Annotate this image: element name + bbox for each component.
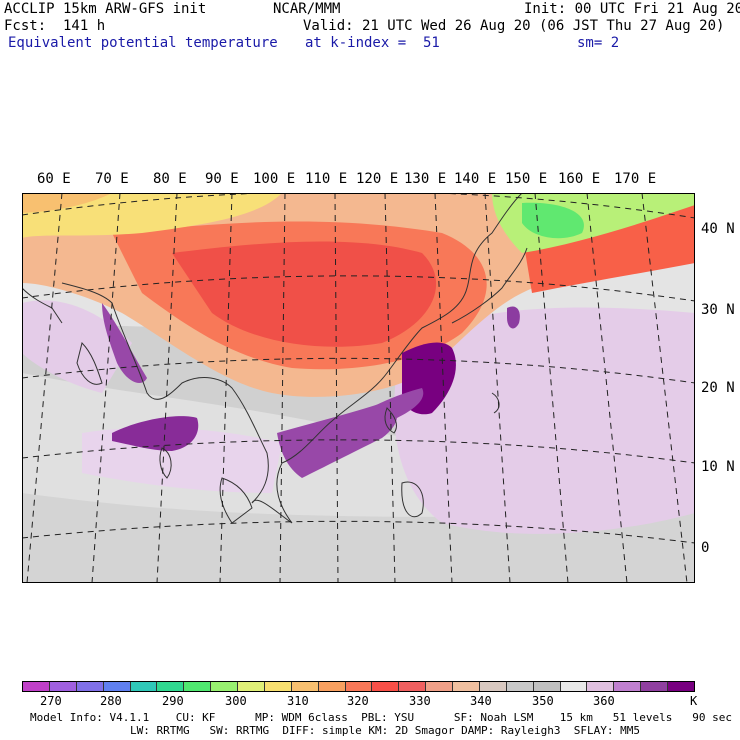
model-title: ACCLIP 15km ARW-GFS init bbox=[4, 1, 207, 17]
lon-label: 90 E bbox=[205, 171, 239, 187]
graticule bbox=[22, 193, 695, 583]
lon-label: 60 E bbox=[37, 171, 71, 187]
colorbar-label: 320 bbox=[347, 694, 369, 708]
colorbar-label: 310 bbox=[287, 694, 309, 708]
level-label: at k-index = 51 bbox=[305, 35, 440, 51]
init-time: Init: 00 UTC Fri 21 Aug 20 bbox=[524, 1, 740, 17]
colorbar-swatch bbox=[560, 682, 588, 691]
map-frame bbox=[22, 193, 695, 583]
lon-label: 160 E bbox=[558, 171, 601, 187]
colorbar-swatch bbox=[103, 682, 131, 691]
colorbar-label: 290 bbox=[162, 694, 184, 708]
field-name: Equivalent potential temperature bbox=[8, 35, 278, 51]
lon-label: 100 E bbox=[253, 171, 296, 187]
colorbar-swatch bbox=[76, 682, 104, 691]
colorbar-label: 350 bbox=[532, 694, 554, 708]
colorbar bbox=[22, 681, 695, 692]
colorbar-swatch bbox=[453, 682, 480, 691]
colorbar-swatch bbox=[264, 682, 292, 691]
yellow-region bbox=[22, 193, 282, 238]
lon-label: 70 E bbox=[95, 171, 129, 187]
model-info-line1: Model Info: V4.1.1 CU: KF MP: WDM 6class… bbox=[30, 711, 732, 724]
colorbar-swatch bbox=[345, 682, 373, 691]
colorbar-swatch bbox=[130, 682, 158, 691]
colorbar-label: 330 bbox=[409, 694, 431, 708]
colorbar-swatch bbox=[211, 682, 238, 691]
colorbar-swatch bbox=[372, 682, 400, 691]
colorbar-swatch bbox=[506, 682, 534, 691]
lon-label: 170 E bbox=[614, 171, 657, 187]
lat-label: 0 bbox=[701, 540, 710, 556]
colorbar-swatch bbox=[238, 682, 265, 691]
colorbar-label: 280 bbox=[100, 694, 122, 708]
colorbar-swatch bbox=[291, 682, 319, 691]
coastlines bbox=[22, 193, 528, 524]
colorbar-swatch bbox=[399, 682, 427, 691]
colorbar-swatch bbox=[49, 682, 77, 691]
colorbar-swatch bbox=[184, 682, 212, 691]
colorbar-label: 300 bbox=[225, 694, 247, 708]
lon-label: 130 E bbox=[404, 171, 447, 187]
forecast-hour: Fcst: 141 h bbox=[4, 18, 106, 34]
smoothing-label: sm= 2 bbox=[577, 35, 620, 51]
lon-label: 140 E bbox=[454, 171, 497, 187]
colorbar-label: 340 bbox=[470, 694, 492, 708]
colorbar-swatch bbox=[157, 682, 185, 691]
colorbar-swatch bbox=[426, 682, 453, 691]
colorbar-swatch bbox=[614, 682, 642, 691]
center-label: NCAR/MMM bbox=[273, 1, 341, 17]
colorbar-unit: K bbox=[690, 694, 698, 708]
lat-label: 20 N bbox=[701, 380, 735, 396]
colorbar-swatch bbox=[668, 682, 694, 691]
colorbar-swatch bbox=[587, 682, 615, 691]
theta-e-map bbox=[22, 193, 695, 583]
colorbar-label: 270 bbox=[40, 694, 62, 708]
colorbar-swatch bbox=[318, 682, 346, 691]
lon-label: 110 E bbox=[305, 171, 348, 187]
lavender-region bbox=[394, 307, 695, 534]
lon-label: 120 E bbox=[356, 171, 399, 187]
lat-label: 30 N bbox=[701, 302, 735, 318]
green-region bbox=[522, 202, 584, 239]
colorbar-label: 360 bbox=[593, 694, 615, 708]
lon-label: 150 E bbox=[505, 171, 548, 187]
colorbar-swatch bbox=[533, 682, 561, 691]
lat-label: 40 N bbox=[701, 221, 735, 237]
lat-label: 10 N bbox=[701, 459, 735, 475]
valid-time: Valid: 21 UTC Wed 26 Aug 20 (06 JST Thu … bbox=[303, 18, 725, 34]
model-info-line2: LW: RRTMG SW: RRTMG DIFF: simple KM: 2D … bbox=[130, 724, 640, 737]
colorbar-swatch bbox=[479, 682, 507, 691]
colorbar-swatch bbox=[23, 682, 50, 691]
lon-label: 80 E bbox=[153, 171, 187, 187]
colorbar-swatch bbox=[641, 682, 668, 691]
